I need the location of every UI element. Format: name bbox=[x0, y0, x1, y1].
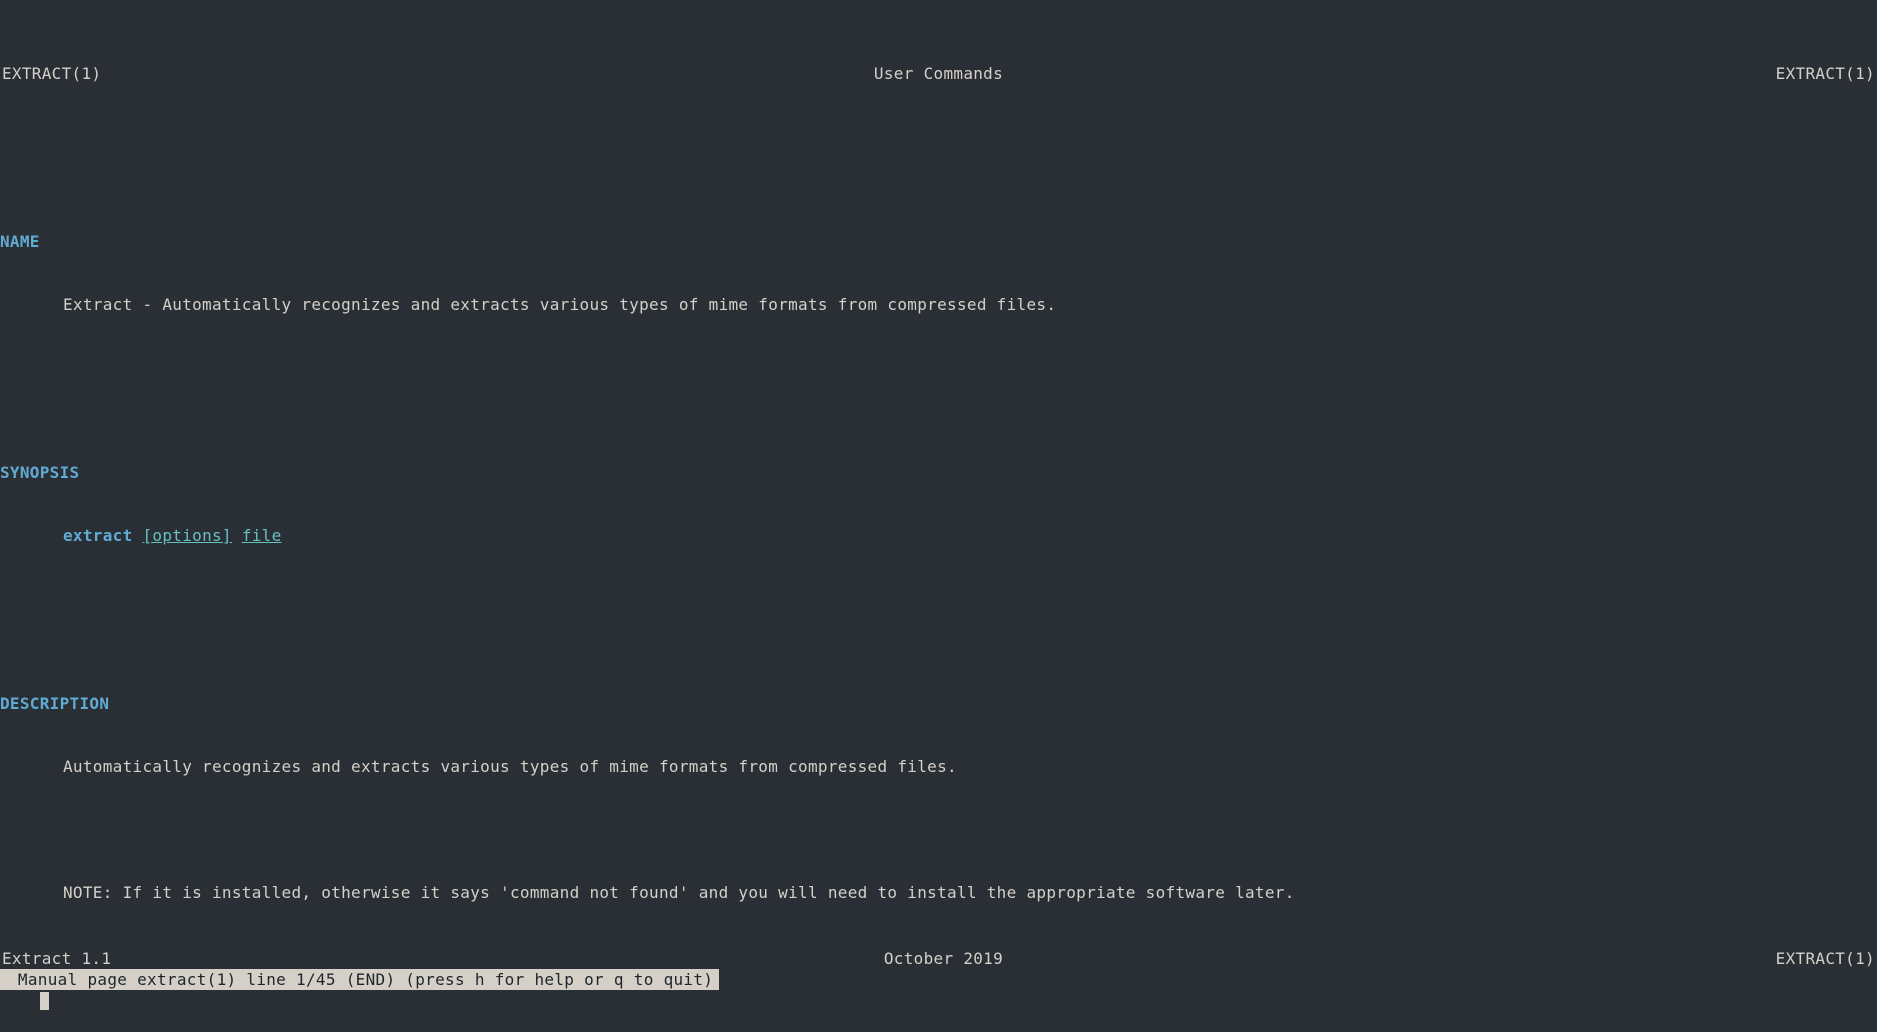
header-left: EXTRACT(1) bbox=[2, 63, 101, 84]
synopsis-file: file bbox=[242, 526, 282, 545]
man-header: EXTRACT(1) User Commands EXTRACT(1) bbox=[0, 63, 1877, 84]
section-name-title: NAME bbox=[0, 231, 1877, 252]
blank-line bbox=[0, 609, 1877, 630]
description-p2: NOTE: If it is installed, otherwise it s… bbox=[0, 882, 1877, 903]
synopsis-options: [options] bbox=[142, 526, 231, 545]
status-text: Manual page extract(1) line 1/45 (END) (… bbox=[0, 969, 719, 990]
footer-right: EXTRACT(1) bbox=[1776, 948, 1875, 969]
synopsis-cmd: extract bbox=[63, 526, 133, 545]
blank-line bbox=[0, 378, 1877, 399]
blank-line bbox=[0, 147, 1877, 168]
cursor-icon bbox=[40, 992, 49, 1010]
section-synopsis-title: SYNOPSIS bbox=[0, 462, 1877, 483]
description-p1: Automatically recognizes and extracts va… bbox=[0, 756, 1877, 777]
synopsis-line: extract [options] file bbox=[0, 525, 1877, 546]
man-footer: Extract 1.1 October 2019 EXTRACT(1) bbox=[0, 948, 1877, 969]
blank-line bbox=[0, 819, 1877, 840]
footer-center: October 2019 bbox=[884, 948, 1003, 969]
header-center: User Commands bbox=[874, 63, 1003, 84]
status-bar[interactable]: Manual page extract(1) line 1/45 (END) (… bbox=[0, 969, 1877, 990]
footer-left: Extract 1.1 bbox=[2, 948, 111, 969]
man-page-viewport[interactable]: EXTRACT(1) User Commands EXTRACT(1) NAME… bbox=[0, 0, 1877, 1032]
section-description-title: DESCRIPTION bbox=[0, 693, 1877, 714]
header-right: EXTRACT(1) bbox=[1776, 63, 1875, 84]
section-name-text: Extract - Automatically recognizes and e… bbox=[0, 294, 1877, 315]
